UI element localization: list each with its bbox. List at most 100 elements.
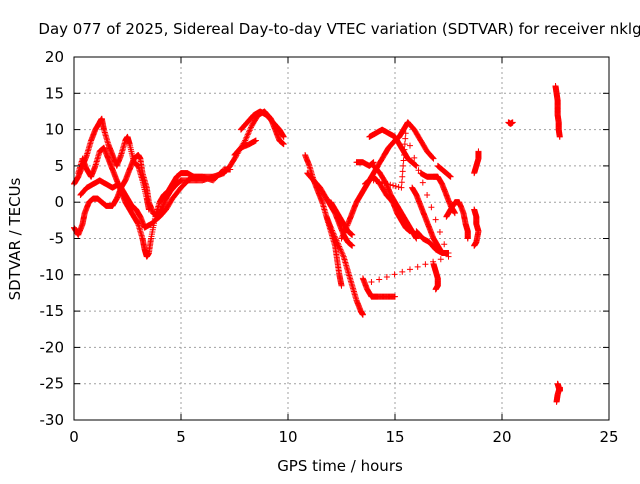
data-point-marker [338,249,345,256]
data-point-marker [398,184,405,191]
y-axis-label: SDTVAR / TECUs [6,177,24,300]
y-tick-label: -20 [40,338,65,356]
series-arc-5 [237,108,287,140]
series-arc-28 [553,380,563,405]
data-point-marker [413,162,420,169]
data-point-marker [429,154,436,161]
data-point-marker [343,223,350,230]
data-point-marker [338,282,345,289]
data-point-marker [475,148,482,155]
series-arc-25 [471,206,482,249]
data-point-marker [242,137,249,144]
data-point-marker [359,311,366,318]
data-point-marker [414,263,421,270]
data-point-marker [344,222,351,229]
ticks-layer: -30 -25 -20 -15 -10 -5 0 5 10 15 20 0 5 10 15 20 25 [40,48,619,446]
data-point-marker [334,240,341,247]
data-point-marker [342,226,349,233]
data-point-marker [339,232,346,239]
series-arc-15 [359,275,398,300]
series-arc-18 [409,184,446,257]
data-point-marker [406,266,413,273]
data-point-marker [445,253,452,260]
data-point-marker [401,146,408,153]
data-point-marker [370,177,377,184]
data-point-marker [392,293,398,300]
data-point-marker [336,243,343,250]
series-arc-9 [323,213,366,318]
series-arc-26 [505,119,516,127]
data-point-marker [392,183,399,190]
data-point-marker [342,225,349,232]
data-point-marker [378,179,385,186]
data-point-marker [339,250,346,257]
series-arc-20 [413,228,452,257]
data-point-marker [509,119,516,126]
y-tick-label: 10 [45,121,64,139]
data-point-marker [330,230,337,237]
series-arc-24 [471,148,482,177]
data-point-marker [384,181,391,188]
x-axis-label: GPS time / hours [277,457,403,475]
data-point-marker [422,261,429,268]
data-point-marker [441,241,448,248]
data-point-marker [399,168,406,175]
series-arc-23 [443,199,471,242]
x-tick-label: 25 [599,428,618,446]
data-point-marker [332,234,339,241]
data-point-marker [395,183,402,190]
series-arc-14 [370,162,420,242]
y-tick-label: 0 [54,193,64,211]
data-point-marker [327,224,334,231]
y-tick-label: 5 [54,157,64,175]
data-point-marker [335,242,342,249]
data-point-marker [349,242,356,249]
data-point-marker [329,228,336,235]
data-point-marker [338,235,345,242]
series-arc-22 [434,162,454,180]
series-arc-2 [71,152,227,238]
data-point-marker [419,179,426,186]
series-arc-6 [231,137,259,159]
data-point-marker [245,130,252,137]
data-point-marker [329,227,336,234]
data-point-marker [373,178,380,185]
data-point-marker [402,135,409,142]
series-arc-17 [404,119,437,162]
x-tick-label: 0 [69,428,79,446]
data-point-marker [328,226,335,233]
data-point-marker [244,133,251,140]
data-point-marker [338,247,345,254]
data-point-marker [376,178,383,185]
data-point-marker [334,239,341,246]
data-point-marker [436,228,443,235]
data-point-marker [428,204,435,211]
data-point-marker [246,128,253,135]
data-point-marker [247,124,254,131]
data-point-marker [390,182,397,189]
grid-layer [74,57,609,420]
data-point-marker [340,231,347,238]
data-point-marker [430,155,437,162]
data-point-marker [447,173,454,180]
series-arc-21 [430,260,441,293]
series-isolated [368,130,452,286]
data-point-marker [429,154,436,161]
data-point-marker [341,228,348,235]
x-tick-label: 5 [176,428,186,446]
data-point-marker [331,231,338,238]
data-point-marker [556,133,563,140]
data-point-marker [242,136,249,143]
series-arc-4 [77,166,234,231]
data-point-marker [400,157,407,164]
data-point-marker [406,142,413,149]
data-point-marker [387,181,394,188]
data-point-marker [432,216,439,223]
series-arc-27 [552,83,563,140]
data-point-marker [399,268,406,275]
data-point-marker [252,137,259,144]
data-point-marker [280,133,287,140]
data-point-marker [332,236,339,243]
